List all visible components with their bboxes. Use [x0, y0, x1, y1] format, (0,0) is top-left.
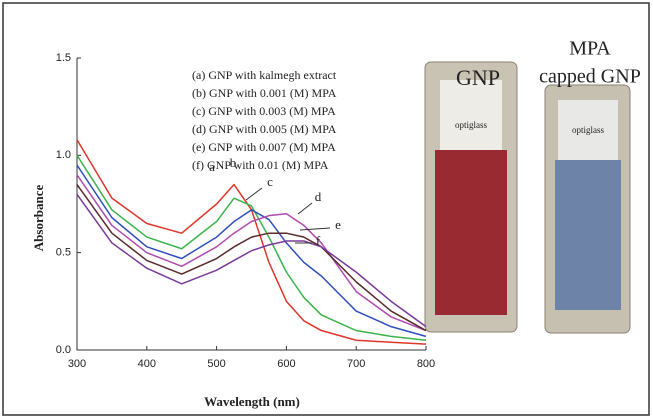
curve-label: a [209, 159, 215, 174]
curve-label: d [315, 189, 322, 204]
y-tick-label: 1.0 [56, 149, 71, 161]
cuvette-text: optiglass [455, 120, 487, 130]
curve-pointer [299, 227, 331, 231]
photo-label: MPA [569, 38, 611, 60]
y-tick-label: 1.5 [56, 52, 71, 64]
legend-entry: (c) GNP with 0.003 (M) MPA [192, 104, 336, 118]
legend-entry: (f) GNP with 0.01 (M) MPA [192, 158, 329, 172]
x-tick-label: 400 [138, 358, 156, 370]
series-line [76, 174, 427, 332]
y-tick-label: 0.0 [56, 344, 71, 356]
x-tick-label: 500 [207, 358, 225, 370]
cuvette-top [440, 80, 502, 150]
cuvette-text: optiglass [572, 125, 604, 135]
x-tick-label: 600 [277, 358, 295, 370]
curve-label: f [316, 233, 321, 248]
curve-label: c [267, 174, 273, 189]
y-axis-title: Absorbance [31, 185, 46, 252]
series-line [76, 193, 427, 328]
photo-label: GNP [456, 65, 500, 90]
red-liquid [435, 150, 507, 315]
curve-pointer [297, 202, 313, 215]
blue-liquid [555, 160, 621, 310]
curve-label: e [335, 217, 341, 232]
x-axis-title: Wavelength (nm) [204, 394, 300, 409]
photo: optiglass optiglass GNP MPA capped GNP [424, 38, 641, 334]
cuvette-top [558, 100, 618, 160]
x-tick-label: 700 [347, 358, 365, 370]
y-tick-label: 0.5 [56, 247, 71, 259]
curve-pointer [245, 187, 263, 201]
legend-entry: (d) GNP with 0.005 (M) MPA [192, 122, 337, 136]
photo-label: capped GNP [539, 66, 641, 88]
curve-label: b [230, 155, 237, 170]
legend-entry: (a) GNP with kalmegh extract [192, 68, 337, 82]
series-line [76, 184, 427, 332]
x-tick-label: 800 [417, 358, 435, 370]
series-line [76, 139, 427, 345]
legend-entry: (e) GNP with 0.007 (M) MPA [192, 140, 336, 154]
series-line [76, 154, 427, 342]
series-line [76, 164, 427, 338]
legend-entry: (b) GNP with 0.001 (M) MPA [192, 86, 337, 100]
x-tick-label: 300 [68, 358, 86, 370]
